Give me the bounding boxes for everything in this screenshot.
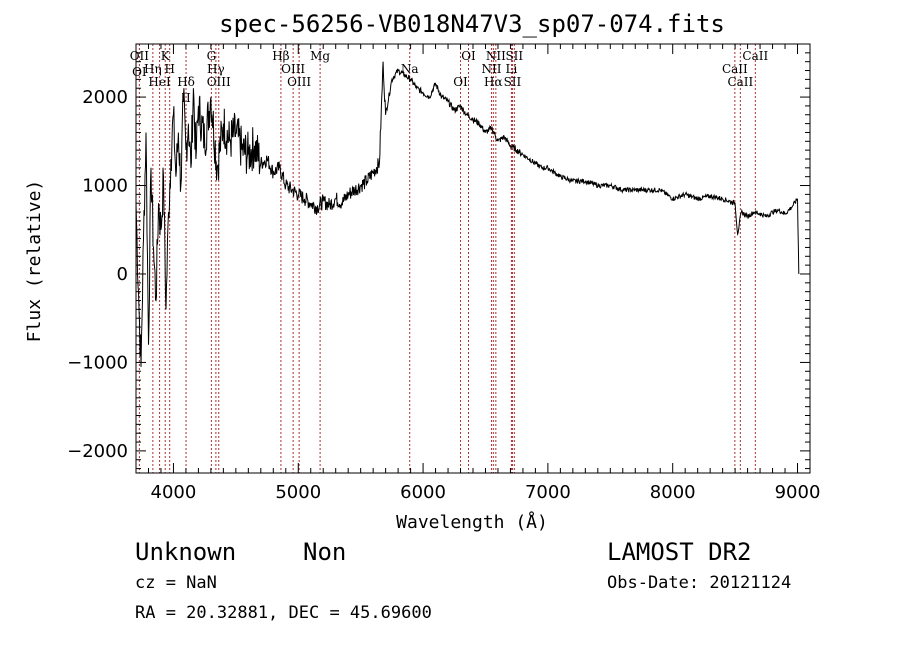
line-marker-label: G	[207, 49, 217, 63]
line-marker-label: Mg	[310, 49, 330, 63]
line-marker-label: NII	[486, 49, 506, 63]
y-tick-label: 0	[117, 264, 128, 285]
y-tick-label: −1000	[67, 352, 128, 373]
line-marker-label: II	[181, 91, 191, 105]
line-marker-label: Hβ	[272, 49, 289, 63]
spectral-line-labels: OIIOIHηHeIKHHδIIGHγOIIIHβOIIIOIIIMgNaOIO…	[130, 49, 769, 105]
observation-date: Obs-Date: 20121124	[607, 573, 792, 593]
x-tick-label: 9000	[775, 482, 821, 503]
x-tick-label: 5000	[275, 482, 321, 503]
survey-name: LAMOST DR2	[607, 538, 752, 566]
spectrum-chart: spec-56256-VB018N47V3_sp07-074.fits OII O…	[24, 10, 821, 533]
line-marker-label: Hγ	[207, 62, 225, 76]
line-marker-label: Hα	[484, 75, 503, 89]
plot-frame	[135, 43, 811, 474]
line-marker-label: SII	[505, 49, 523, 63]
line-marker-label: K	[161, 49, 171, 63]
spectral-line-markers	[138, 44, 756, 473]
x-tick-label: 7000	[525, 482, 571, 503]
x-tick-label: 6000	[400, 482, 446, 503]
redshift-cz: cz = NaN	[135, 573, 217, 593]
line-marker-label: NII	[481, 62, 501, 76]
object-subclass: Non	[303, 538, 347, 566]
line-marker-label: HeI	[148, 75, 171, 89]
object-class: Unknown	[135, 538, 237, 566]
spectrum-series-line	[135, 61, 800, 367]
ra-dec-coordinates: RA = 20.32881, DEC = 45.69600	[135, 603, 432, 623]
line-marker-label: Hδ	[177, 75, 195, 89]
x-axis-label: Wavelength (Å)	[396, 511, 548, 533]
line-marker-label: Na	[401, 62, 419, 76]
line-marker-label: CaII	[722, 62, 748, 76]
line-marker-label: OI	[461, 49, 476, 63]
y-tick-label: −2000	[67, 441, 128, 462]
line-marker-label: OII	[130, 49, 150, 63]
line-marker-label: CaII	[742, 49, 768, 63]
line-marker-label: OI	[453, 75, 468, 89]
line-marker-label: Hη	[144, 62, 162, 76]
line-marker-label: OIII	[287, 75, 311, 89]
y-tick-label: 2000	[82, 87, 128, 108]
x-tick-labels: 4000 5000 6000 7000 8000 9000	[151, 482, 821, 503]
x-tick-label: 8000	[650, 482, 696, 503]
line-marker-label: H	[164, 62, 174, 76]
line-marker-label: CaII	[727, 75, 753, 89]
line-marker-label: SII	[504, 75, 522, 89]
y-axis-label: Flux (relative)	[24, 180, 45, 343]
chart-title: spec-56256-VB018N47V3_sp07-074.fits	[219, 10, 725, 38]
line-marker-label: Li	[506, 62, 518, 76]
y-tick-label: 1000	[82, 176, 128, 197]
y-tick-labels: −2000 −1000 0 1000 2000	[67, 87, 128, 462]
axis-ticks	[135, 43, 810, 473]
line-marker-label: OIII	[281, 62, 305, 76]
x-tick-label: 4000	[151, 482, 197, 503]
line-marker-label: OIII	[207, 75, 231, 89]
